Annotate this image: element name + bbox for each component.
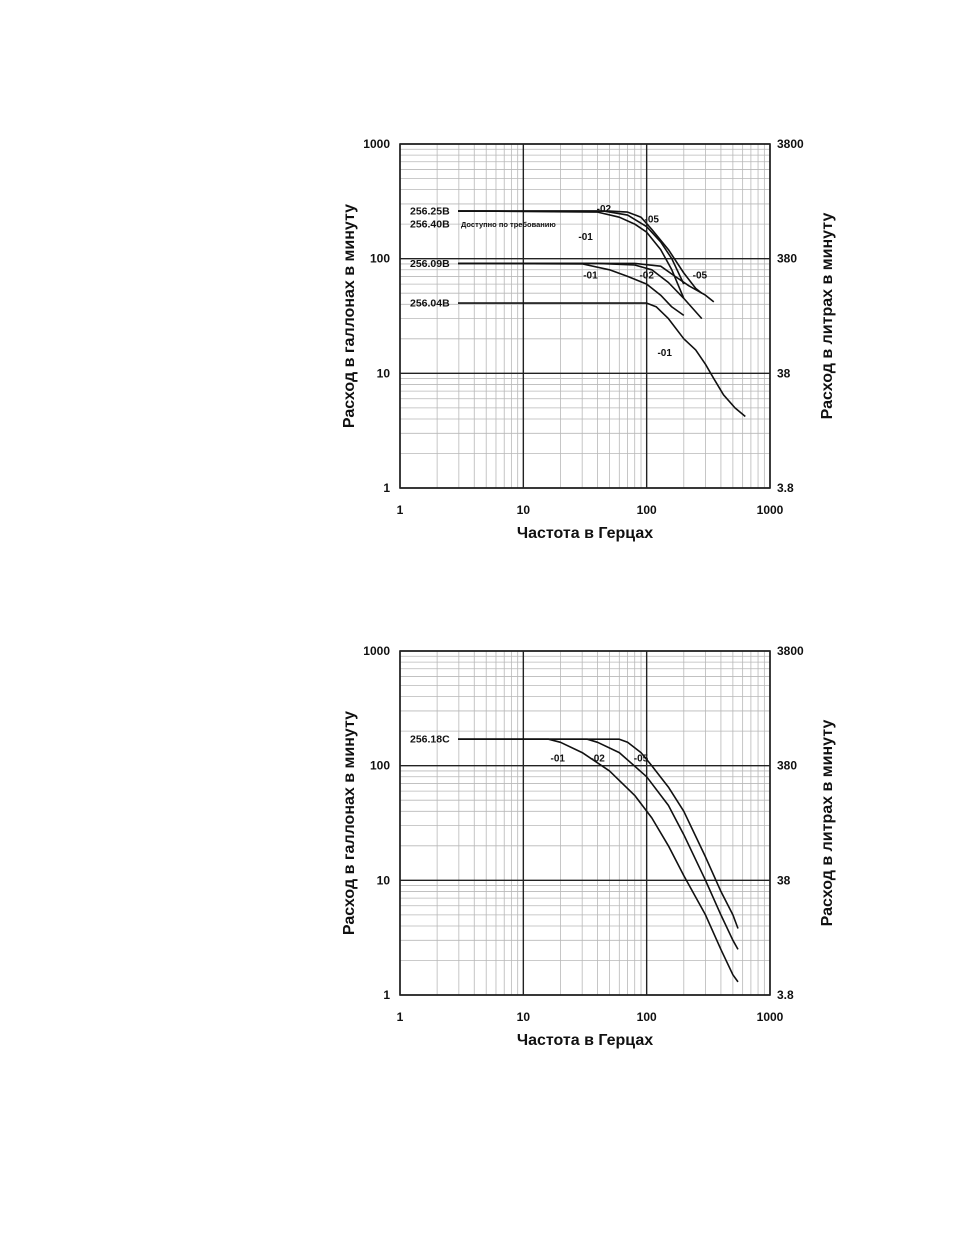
series [458,210,746,418]
series-label: -05 [693,271,708,282]
y2-tick-label: 3.8 [777,481,794,495]
model-labels: 256.18C [410,734,450,746]
series-label: -01 [550,754,565,765]
x-axis-title: Частота в Герцах [517,1032,653,1049]
series-line-256.25B-05 [458,210,703,294]
series-label: -05 [645,214,660,225]
y-axis-title: Расход в галлонах в минуту [341,711,358,935]
plot-frame [399,143,771,489]
series [458,738,739,983]
chart-1: 1 10 100 1000 1 10 100 1000 3.8 38 380 3800 Частота … [341,137,836,542]
model-labels: 256.40B Доступно по требованию 256.25B 256.… [410,206,556,310]
y-axis-title: Расход в галлонах в минуту [341,204,358,428]
model-label: 256.18C [410,734,450,746]
series-label: -01 [578,232,593,243]
y2-tick-label: 3800 [777,137,804,151]
series-label: -02 [639,271,654,282]
y2-tick-label: 3.8 [777,988,794,1002]
x-tick-label: 10 [517,1010,531,1024]
y2-axis-title: Расход в литрах в минуту [819,720,836,927]
series-label: -01 [583,271,598,282]
y2-tick-label: 3800 [777,644,804,658]
x-axis-title: Частота в Герцах [517,525,653,542]
series-line-256.04B-01 [458,302,746,418]
y-tick-label: 10 [377,366,391,380]
x-tick-label: 100 [637,1010,657,1024]
y2-tick-label: 380 [777,252,797,266]
series-label: -02 [597,204,612,215]
grid [399,143,771,489]
x-tick-label: 1 [397,1010,404,1024]
x-tick-label: 1000 [757,1010,784,1024]
y2-tick-label: 380 [777,759,797,773]
model-label: 256.25B [410,206,450,218]
plot-frame [399,650,771,996]
series-label: -01 [657,348,672,359]
model-label: 256.40B [410,219,450,231]
y-tick-label: 100 [370,759,390,773]
y-tick-label: 1 [383,481,390,495]
series-line-256.18C-05 [458,738,739,929]
series-label: -05 [634,754,649,765]
y-tick-label: 1 [383,988,390,1002]
x-tick-label: 1000 [757,503,784,517]
y-tick-label: 10 [377,873,391,887]
chart-2: 1 10 100 1000 1 10 100 1000 3.8 38 380 3800 Частота … [341,644,836,1049]
y2-tick-label: 38 [777,366,791,380]
series-line-256.09B-05 [458,262,715,303]
series-label: -02 [590,754,605,765]
x-tick-label: 1 [397,503,404,517]
y-tick-label: 100 [370,252,390,266]
grid [399,650,771,996]
y-tick-label: 1000 [363,644,390,658]
model-label: 256.09B [410,258,450,270]
x-tick-label: 100 [637,503,657,517]
y2-tick-label: 38 [777,873,791,887]
series-line-256.09B-02 [458,262,703,320]
y-tick-label: 1000 [363,137,390,151]
availability-note: Доступно по требованию [461,220,556,229]
x-tick-label: 10 [517,503,531,517]
y2-axis-title: Расход в литрах в минуту [819,213,836,420]
model-label: 256.04B [410,298,450,310]
